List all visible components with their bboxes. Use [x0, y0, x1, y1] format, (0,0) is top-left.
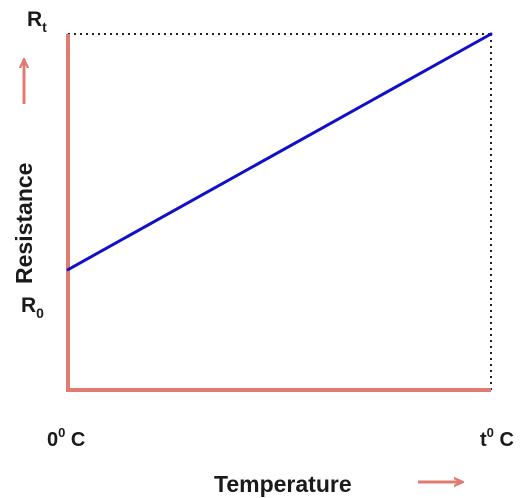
y-tick-rt-base: R	[27, 8, 42, 31]
x-tick-0-base: 0	[47, 429, 58, 451]
y-tick-label-rt: Rt	[27, 8, 47, 35]
y-axis-title: Resistance	[11, 163, 37, 284]
x-tick-1-sup: 0	[487, 425, 494, 440]
x-tick-0-suffix: C	[65, 429, 85, 451]
x-tick-1-base: t	[480, 429, 487, 451]
y-tick-r0-base: R	[21, 294, 36, 317]
y-tick-label-r0: R0	[21, 294, 44, 321]
x-tick-0-sup: 0	[58, 425, 65, 440]
x-tick-label-t-c: t0 C	[480, 425, 514, 451]
y-tick-r0-sub: 0	[36, 305, 44, 321]
y-tick-rt-sub: t	[42, 19, 47, 35]
resistance-temperature-line	[66, 32, 493, 272]
x-axis-title: Temperature	[214, 471, 352, 497]
x-tick-1-suffix: C	[494, 429, 514, 451]
x-tick-label-zero-c: 00 C	[47, 425, 85, 451]
